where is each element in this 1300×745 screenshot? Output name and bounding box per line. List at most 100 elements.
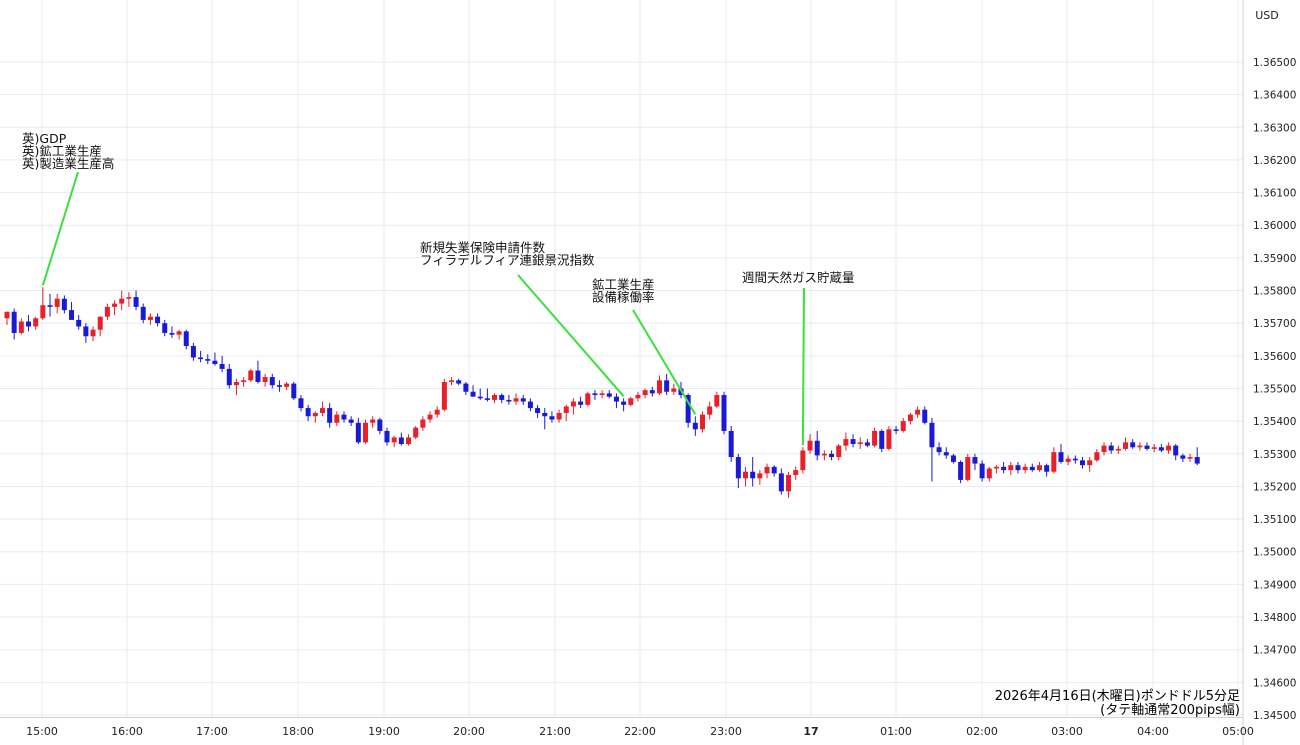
candle-body — [506, 399, 512, 402]
candle-body — [355, 422, 361, 443]
candle-body — [965, 457, 971, 480]
candle-body — [1137, 445, 1143, 448]
candle-body — [1158, 447, 1164, 451]
candle-body — [943, 452, 949, 456]
candle-body — [599, 393, 605, 396]
candle-body — [370, 419, 376, 423]
candle-body — [226, 368, 232, 386]
candle-body — [76, 319, 82, 327]
candle-body — [1051, 452, 1057, 472]
candle-body — [255, 370, 261, 382]
candle-body — [269, 377, 275, 386]
candle-body — [664, 380, 670, 392]
candle-body — [814, 440, 820, 456]
candle-body — [527, 401, 533, 409]
candle-body — [284, 383, 290, 387]
y-tick-label: 1.36200 — [1253, 155, 1296, 167]
candle-body — [1065, 458, 1071, 462]
candle-body — [950, 455, 956, 462]
candle-body — [778, 473, 784, 492]
annotation-text: 設備稼働率 — [592, 290, 655, 305]
y-tick-label: 1.35300 — [1253, 449, 1296, 461]
candle-body — [384, 430, 390, 443]
candle-body — [1144, 445, 1150, 449]
candle-body — [441, 381, 447, 410]
candle-body — [477, 396, 483, 399]
y-tick-label: 1.35500 — [1253, 383, 1296, 395]
annotation-leader-line — [517, 274, 625, 397]
candle-body — [649, 390, 655, 394]
candle-body — [212, 360, 218, 364]
candle-body — [262, 377, 268, 382]
candle-body — [169, 332, 175, 335]
candle-body — [520, 398, 526, 402]
candle-body — [642, 390, 648, 396]
x-tick-label: 02:00 — [966, 725, 998, 738]
candle-body — [26, 321, 32, 327]
x-tick-label: 05:00 — [1222, 725, 1254, 738]
x-tick-label: 18:00 — [282, 725, 314, 738]
candle-body — [18, 321, 24, 333]
candle-body — [47, 305, 53, 307]
candle-body — [850, 439, 856, 444]
candle-body — [513, 398, 519, 402]
x-tick-label: 22:00 — [624, 725, 656, 738]
candle-body — [1094, 452, 1100, 461]
candle-body — [570, 401, 576, 407]
candle-body — [929, 422, 935, 448]
candle-body — [241, 380, 247, 382]
candle-body — [470, 391, 476, 397]
candle-body — [1080, 460, 1085, 466]
x-tick-label: 03:00 — [1051, 725, 1083, 738]
candle-body — [592, 393, 598, 396]
candle-body — [556, 412, 562, 420]
candle-body — [398, 437, 404, 444]
candle-body — [1029, 466, 1035, 471]
candle-body — [836, 445, 842, 458]
candle-body — [721, 395, 727, 431]
x-tick-label: 17:00 — [196, 725, 228, 738]
x-tick-label: 21:00 — [539, 725, 571, 738]
candle-body — [276, 385, 282, 387]
candle-body — [162, 323, 168, 333]
candle-body — [1044, 465, 1050, 472]
candle-body — [183, 331, 189, 347]
y-tick-label: 1.34600 — [1253, 677, 1296, 689]
candle-body — [499, 395, 505, 400]
candle-body — [413, 427, 419, 438]
candle-body — [771, 466, 777, 474]
x-tick-label: 20:00 — [453, 725, 485, 738]
candle-body — [692, 422, 698, 430]
candle-body — [764, 466, 770, 474]
candle-body — [1194, 457, 1200, 464]
candle-body — [685, 395, 691, 423]
candle-body — [1008, 465, 1014, 471]
x-tick-label: 01:00 — [880, 725, 912, 738]
candle-body — [248, 370, 254, 381]
candle-body — [900, 421, 906, 431]
y-tick-label: 1.35400 — [1253, 416, 1296, 428]
y-tick-label: 1.36400 — [1253, 90, 1296, 102]
x-tick-label: 23:00 — [710, 725, 742, 738]
candle-body — [492, 395, 498, 400]
x-tick-label: 15:00 — [26, 725, 58, 738]
candle-body — [986, 468, 992, 479]
y-tick-label: 1.34500 — [1253, 710, 1296, 722]
candle-body — [728, 430, 734, 458]
candle-body — [563, 406, 569, 413]
candle-body — [1123, 442, 1129, 449]
candle-body — [857, 442, 863, 444]
candle-body — [958, 461, 964, 480]
candle-body — [97, 316, 103, 330]
y-tick-label: 1.36500 — [1253, 57, 1296, 69]
candle-body — [907, 414, 913, 422]
candle-body — [699, 414, 705, 430]
x-tick-label: 04:00 — [1137, 725, 1169, 738]
y-tick-label: 1.36100 — [1253, 188, 1296, 200]
candle-body — [807, 440, 813, 451]
candle-body — [793, 470, 799, 476]
annotation-text: 英)鉱工業生産 — [22, 144, 102, 159]
candle-body — [635, 395, 641, 399]
candle-body — [312, 412, 318, 417]
